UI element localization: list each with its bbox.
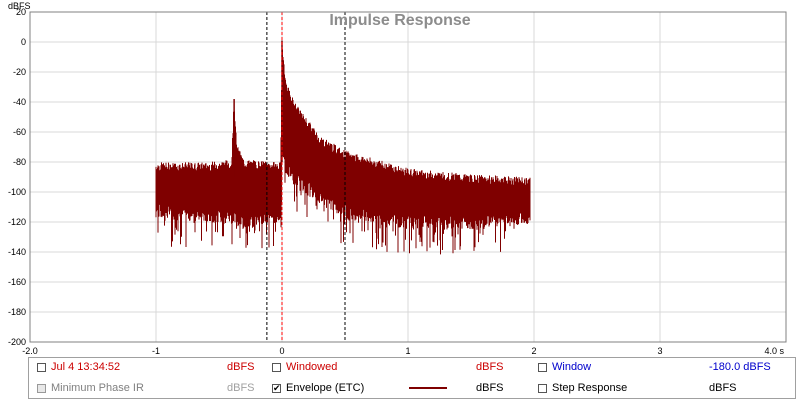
y-tick-label: -160 xyxy=(8,277,26,287)
legend-row2-label-1: Minimum Phase IR xyxy=(51,382,144,394)
y-tick-label: -40 xyxy=(13,97,26,107)
window-markers xyxy=(266,12,346,342)
x-tick-label: 3 xyxy=(657,346,662,356)
y-axis-label: dBFS xyxy=(8,1,31,11)
legend-row1-unit-3: -180.0 dBFS xyxy=(709,361,771,373)
legend-row1-unit-1: dBFS xyxy=(227,361,255,373)
legend-row1-checkbox-3[interactable] xyxy=(538,363,547,372)
legend-row2-unit-1: dBFS xyxy=(227,382,255,394)
x-tick-label: 1 xyxy=(405,346,410,356)
y-tick-label: 20 xyxy=(16,7,26,17)
y-tick-label: -20 xyxy=(13,67,26,77)
legend-row1-label-3: Window xyxy=(552,361,592,373)
legend-row1-label-2: Windowed xyxy=(286,361,338,373)
envelope-line-swatch xyxy=(409,387,447,389)
y-tick-label: -100 xyxy=(8,187,26,197)
axes: -2.0 -1 0 1 2 3 4.0 s 20 0 -20 -40 -60 -80 -100 -120 -1… xyxy=(8,7,787,356)
y-tick-label: 0 xyxy=(21,37,26,47)
series-envelope-etc xyxy=(155,40,531,255)
legend-panel: Jul 4 13:34:52 dBFS Windowed dBFS Window -180… xyxy=(28,357,796,399)
series-trace xyxy=(155,40,531,255)
legend-row1-unit-2: dBFS xyxy=(476,361,504,373)
legend-row2-label-2: Envelope (ETC) xyxy=(286,382,365,394)
chart-title: Impulse Response xyxy=(329,12,470,29)
x-tick-label: 2 xyxy=(531,346,536,356)
y-tick-label: -120 xyxy=(8,217,26,227)
impulse-response-chart: -2.0 -1 0 1 2 3 4.0 s 20 0 -20 -40 -60 -80 -100 -120 -1… xyxy=(8,1,787,356)
legend-row2-unit-2: dBFS xyxy=(476,382,504,394)
x-tick-label: 4.0 s xyxy=(764,346,784,356)
legend-row-1: Jul 4 13:34:52 dBFS Windowed dBFS Window -180… xyxy=(29,360,795,380)
y-tick-label: -80 xyxy=(13,157,26,167)
legend-row2-checkbox-3[interactable] xyxy=(538,384,547,393)
y-tick-label: -180 xyxy=(8,307,26,317)
x-tick-label: 0 xyxy=(279,346,284,356)
y-tick-label: -60 xyxy=(13,127,26,137)
legend-row2-checkbox-2[interactable]: ✔ xyxy=(272,383,281,393)
legend-row1-checkbox-1[interactable] xyxy=(37,363,46,372)
y-tick-label: -140 xyxy=(8,247,26,257)
legend-row1-label-1: Jul 4 13:34:52 xyxy=(51,361,121,373)
legend-row1-checkbox-2[interactable] xyxy=(272,363,281,372)
y-tick-label: -200 xyxy=(8,337,26,347)
legend-row-2: Minimum Phase IR dBFS ✔ Envelope (ETC) dBFS S… xyxy=(29,381,795,401)
legend-row2-unit-3: dBFS xyxy=(709,382,737,394)
plot-frame xyxy=(29,11,787,343)
legend-row2-checkbox-1 xyxy=(37,384,46,393)
legend-row2-label-3: Step Response xyxy=(552,382,628,394)
x-tick-label: -2.0 xyxy=(22,346,38,356)
x-tick-label: -1 xyxy=(152,346,160,356)
